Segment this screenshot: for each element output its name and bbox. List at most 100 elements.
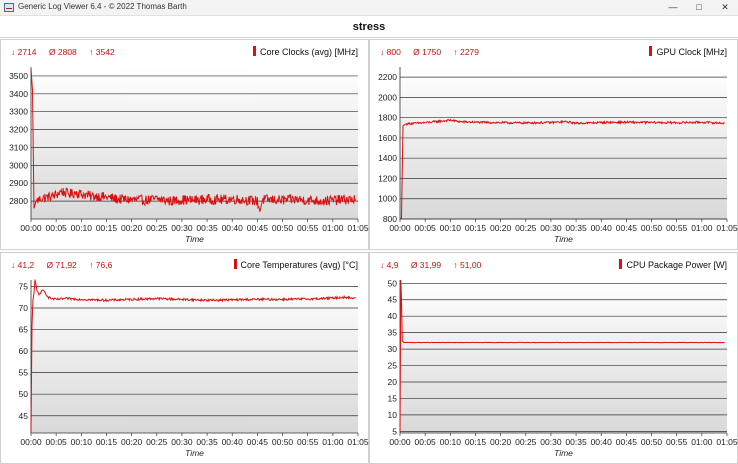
x-tick-label: 00:35 [196, 437, 218, 447]
x-tick-label: 00:35 [565, 223, 587, 233]
y-tick-label: 2200 [378, 72, 397, 82]
maximize-button[interactable]: □ [696, 2, 702, 12]
chart-panel-cpu-package-power[interactable]: ↓ 4,9 Ø 31,99 ↑ 51,00 CPU Package Power … [369, 252, 738, 464]
x-tick-label: 00:10 [71, 437, 93, 447]
x-tick-label: 00:45 [616, 223, 638, 233]
x-tick-label: 00:05 [415, 437, 437, 447]
x-tick-label: 00:10 [440, 437, 462, 447]
chart-panel-gpu-clock[interactable]: ↓ 800 Ø 1750 ↑ 2279 GPU Clock [MHz] 800 1… [369, 39, 738, 250]
panel-title: Core Clocks (avg) [MHz] [252, 46, 358, 57]
x-tick-label: 00:00 [389, 437, 411, 447]
legend-swatch [252, 46, 256, 56]
series-line [399, 279, 725, 432]
x-tick-label: 01:05 [716, 437, 738, 447]
document-title: stress [352, 21, 386, 33]
x-tick-label: 00:50 [641, 223, 663, 233]
y-tick-label: 50 [388, 278, 398, 288]
x-tick-label: 00:55 [297, 223, 319, 233]
stat-max: ↑ 51,00 [453, 260, 482, 270]
x-tick-label: 00:20 [121, 437, 143, 447]
stat-max: ↑ 76,6 [89, 260, 113, 270]
x-tick-label: 00:45 [616, 437, 638, 447]
x-tick-label: 00:30 [171, 223, 193, 233]
x-axis-label: Time [185, 448, 204, 458]
chart-gpu-clock[interactable]: 800 1000 1200 1400 1600 1800 2000 2200 00:00 00:0… [370, 40, 738, 251]
stat-min: ↓ 41,2 [11, 260, 35, 270]
y-tick-label: 800 [383, 214, 397, 224]
stat-min: ↓ 4,9 [380, 260, 399, 270]
x-tick-label: 00:00 [20, 437, 42, 447]
close-button[interactable]: ✕ [721, 2, 729, 12]
x-tick-label: 00:00 [20, 223, 42, 233]
x-tick-label: 00:25 [146, 223, 168, 233]
x-tick-label: 00:20 [121, 223, 143, 233]
x-tick-label: 00:30 [171, 437, 193, 447]
x-tick-label: 00:25 [515, 223, 537, 233]
x-tick-label: 00:55 [666, 437, 688, 447]
panel-stats: ↓ 2714 Ø 2808 ↑ 3542 [11, 47, 125, 57]
x-tick-label: 00:30 [540, 223, 562, 233]
stat-max: ↑ 2279 [453, 47, 479, 57]
x-tick-label: 00:35 [196, 223, 218, 233]
x-tick-label: 01:00 [322, 437, 344, 447]
y-tick-label: 45 [19, 411, 29, 421]
stat-avg: Ø 71,92 [46, 260, 77, 270]
panel-title: GPU Clock [MHz] [649, 46, 727, 57]
legend-swatch [619, 259, 623, 269]
series-line [30, 279, 356, 433]
chart-panel-core-temperatures[interactable]: ↓ 41,2 Ø 71,92 ↑ 76,6 Core Temperatures … [0, 252, 369, 464]
app-icon [4, 3, 14, 12]
panel-title-text: Core Temperatures (avg) [°C] [240, 260, 358, 270]
x-tick-label: 00:45 [247, 437, 269, 447]
y-tick-label: 40 [388, 311, 398, 321]
y-tick-label: 10 [388, 410, 398, 420]
x-tick-label: 00:15 [96, 223, 118, 233]
stat-min: ↓ 2714 [11, 47, 37, 57]
y-tick-label: 1000 [378, 194, 397, 204]
panel-stats: ↓ 4,9 Ø 31,99 ↑ 51,00 [380, 260, 491, 270]
x-axis-label: Time [554, 234, 573, 244]
series-line [30, 68, 356, 212]
y-tick-label: 60 [19, 346, 29, 356]
stat-min: ↓ 800 [380, 47, 401, 57]
y-tick-label: 75 [19, 281, 29, 291]
x-tick-label: 00:10 [71, 223, 93, 233]
y-tick-label: 35 [388, 328, 398, 338]
x-tick-label: 00:05 [46, 223, 68, 233]
x-tick-label: 00:00 [389, 223, 411, 233]
stat-avg: Ø 31,99 [410, 260, 442, 270]
x-tick-label: 00:40 [222, 223, 244, 233]
x-tick-label: 00:50 [272, 437, 294, 447]
plot-area [400, 280, 727, 433]
x-tick-label: 00:40 [591, 437, 613, 447]
y-tick-label: 5 [392, 426, 397, 436]
x-tick-label: 01:05 [347, 223, 369, 233]
x-tick-label: 00:25 [146, 437, 168, 447]
x-tick-label: 00:35 [565, 437, 587, 447]
y-tick-label: 3100 [9, 142, 28, 152]
y-tick-label: 3500 [9, 71, 28, 81]
y-tick-label: 3400 [9, 89, 28, 99]
x-tick-label: 00:30 [540, 437, 562, 447]
y-tick-label: 65 [19, 325, 29, 335]
y-tick-label: 15 [388, 393, 398, 403]
minimize-button[interactable]: — [668, 2, 678, 12]
y-tick-label: 2900 [9, 178, 28, 188]
x-tick-label: 00:20 [490, 223, 512, 233]
chart-panel-core-clocks[interactable]: ↓ 2714 Ø 2808 ↑ 3542 Core Clocks (avg) [… [0, 39, 369, 250]
y-tick-label: 2000 [378, 92, 397, 102]
y-tick-label: 2800 [9, 196, 28, 206]
y-tick-label: 1800 [378, 113, 397, 123]
chart-core-clocks[interactable]: 2800 2900 3000 3100 3200 3300 3400 3500 00:00 00:… [1, 40, 370, 251]
y-tick-label: 3200 [9, 125, 28, 135]
y-tick-label: 55 [19, 368, 29, 378]
x-tick-label: 00:55 [297, 437, 319, 447]
stat-max: ↑ 3542 [89, 47, 115, 57]
x-tick-label: 01:05 [716, 223, 738, 233]
x-tick-label: 00:15 [96, 437, 118, 447]
x-tick-label: 00:40 [222, 437, 244, 447]
x-tick-label: 00:50 [272, 223, 294, 233]
y-tick-label: 3300 [9, 107, 28, 117]
